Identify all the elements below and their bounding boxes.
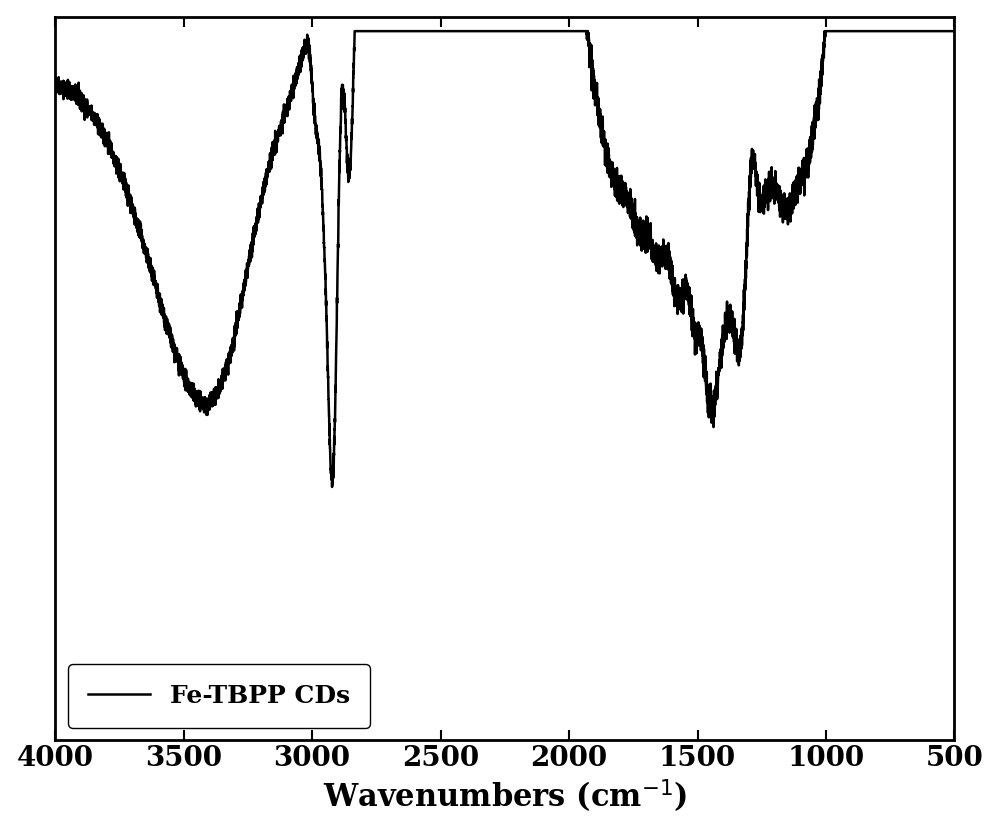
Fe-TBPP CDs	[94, 124, 106, 134]
Fe-TBPP CDs	[621, 187, 633, 197]
Legend: Fe-TBPP CDs: Fe-TBPP CDs	[68, 664, 370, 728]
Fe-TBPP CDs	[326, 482, 338, 492]
Fe-TBPP CDs	[582, 35, 594, 45]
Fe-TBPP CDs	[948, 26, 960, 36]
X-axis label: Wavenumbers (cm$^{-1}$): Wavenumbers (cm$^{-1}$)	[323, 778, 687, 815]
Line: Fe-TBPP CDs: Fe-TBPP CDs	[55, 31, 954, 487]
Fe-TBPP CDs	[716, 333, 728, 343]
Fe-TBPP CDs	[349, 26, 361, 36]
Fe-TBPP CDs	[375, 26, 387, 36]
Fe-TBPP CDs	[764, 196, 776, 206]
Fe-TBPP CDs	[49, 77, 61, 87]
